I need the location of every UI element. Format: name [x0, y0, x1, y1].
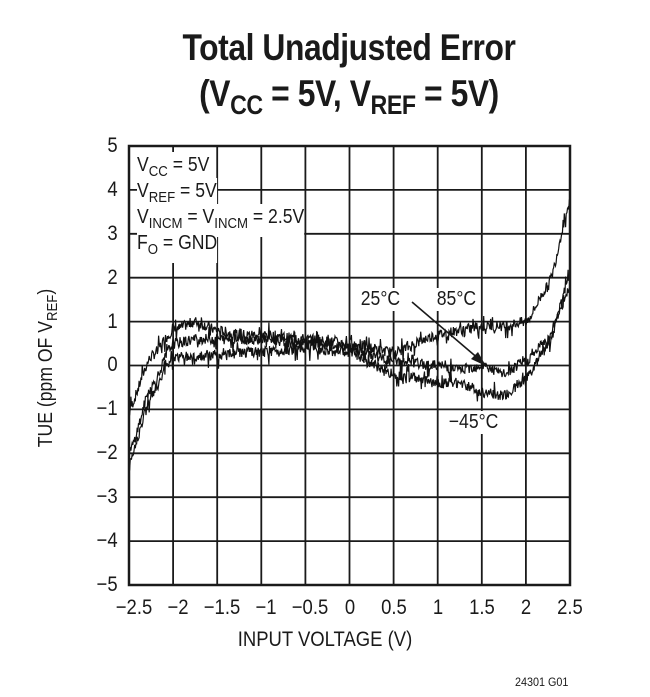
label-minus45c: −45°C	[447, 411, 501, 434]
ytick: −3	[96, 485, 118, 508]
title-sub-cc: CC	[230, 90, 263, 120]
xtick: 2.5	[557, 596, 583, 619]
ytick: 5	[107, 134, 118, 157]
ytick: −1	[96, 397, 118, 420]
figure-code: 24301 G01	[514, 675, 569, 689]
xtick: −1	[255, 596, 277, 619]
xtick: 2	[520, 596, 532, 619]
xtick: −0.5	[291, 596, 329, 619]
ytick: 4	[107, 178, 118, 201]
y-axis-label: TUE (ppm OF VREF)	[35, 288, 61, 448]
xtick: 1.5	[469, 596, 495, 619]
label-85c: 85°C	[435, 288, 478, 311]
xtick: 0.5	[381, 596, 407, 619]
ytick: 0	[107, 353, 118, 376]
xtick: 1	[432, 596, 444, 619]
chart-title-line2: (VCC = 5V, VREF = 5V)	[70, 74, 629, 125]
xtick: −2	[167, 596, 189, 619]
chart-title-line1: Total Unadjusted Error	[182, 27, 516, 68]
ytick: 3	[107, 222, 118, 245]
xtick: 0	[344, 596, 356, 619]
xtick: −2.5	[115, 596, 153, 619]
ytick: −2	[96, 441, 118, 464]
condition-fo: FO = GND	[137, 230, 218, 263]
title-suffix: = 5V)	[415, 73, 499, 114]
ytick: 1	[107, 310, 118, 333]
ytick: −5	[96, 573, 118, 596]
title-sub-ref: REF	[370, 90, 417, 120]
trace-2	[128, 284, 571, 471]
arrow-25c	[411, 301, 486, 366]
title-mid: = 5V, V	[262, 73, 371, 114]
xtick: −1.5	[203, 596, 241, 619]
label-25c: 25°C	[359, 288, 402, 311]
title-prefix: (V	[199, 73, 231, 114]
data-traces	[128, 199, 571, 471]
ytick: 2	[107, 266, 118, 289]
plot-border	[127, 144, 572, 587]
x-axis-label: INPUT VOLTAGE (V)	[237, 628, 413, 651]
ytick: −4	[96, 529, 118, 552]
